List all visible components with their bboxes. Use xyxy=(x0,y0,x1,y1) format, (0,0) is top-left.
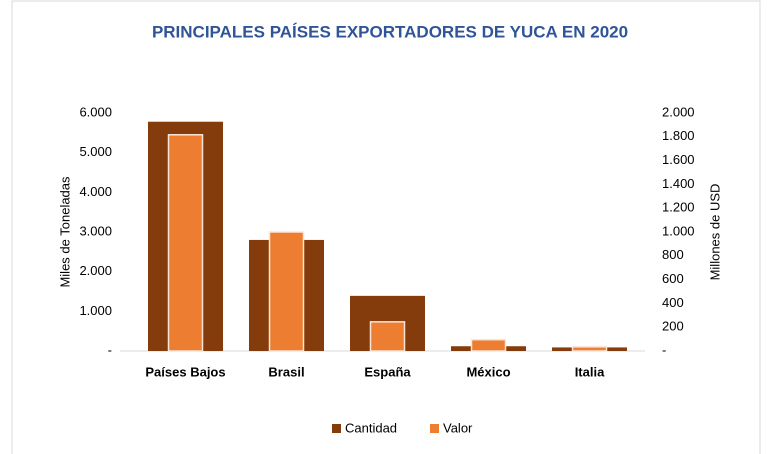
y2ticks-label: 1.600 xyxy=(662,152,695,167)
bar xyxy=(470,338,507,352)
y2ticks-label: 1.000 xyxy=(662,223,695,238)
y2ticks-label: 1.800 xyxy=(662,128,695,143)
x-tick-label: España xyxy=(364,364,411,379)
x-tick-label: Países Bajos xyxy=(145,364,225,379)
yticks-label: 2.000 xyxy=(79,263,112,278)
y2ticks-label: 2.000 xyxy=(662,104,695,119)
bar xyxy=(167,134,204,352)
y2ticks-label: 200 xyxy=(662,319,684,334)
yticks-label: 1.000 xyxy=(79,303,112,318)
yticks-label: 6.000 xyxy=(79,104,112,119)
bar xyxy=(571,346,608,352)
chart-border xyxy=(11,0,761,454)
y-axis-label: Miles de Toneladas xyxy=(57,176,72,288)
bar xyxy=(268,231,305,352)
x-tick-label: Brasil xyxy=(268,364,304,379)
x-tick-label: Italia xyxy=(575,364,605,379)
legend-swatch xyxy=(430,424,439,433)
yticks-label: 4.000 xyxy=(79,184,112,199)
legend-label: Valor xyxy=(443,420,473,435)
bar xyxy=(369,321,406,352)
legend-label: Cantidad xyxy=(345,420,397,435)
legend-swatch xyxy=(332,424,341,433)
y2ticks-label: - xyxy=(662,342,666,357)
yticks-label: - xyxy=(108,342,112,357)
chart-title: PRINCIPALES PAÍSES EXPORTADORES DE YUCA … xyxy=(152,22,628,41)
y2ticks-label: 1.400 xyxy=(662,176,695,191)
y2ticks-label: 1.200 xyxy=(662,200,695,215)
yticks-label: 5.000 xyxy=(79,144,112,159)
yticks-label: 3.000 xyxy=(79,223,112,238)
y2-axis-label: Millones de USD xyxy=(707,184,722,281)
x-tick-label: México xyxy=(466,364,510,379)
y2ticks-label: 800 xyxy=(662,247,684,262)
y2ticks-label: 600 xyxy=(662,271,684,286)
y2ticks-label: 400 xyxy=(662,295,684,310)
